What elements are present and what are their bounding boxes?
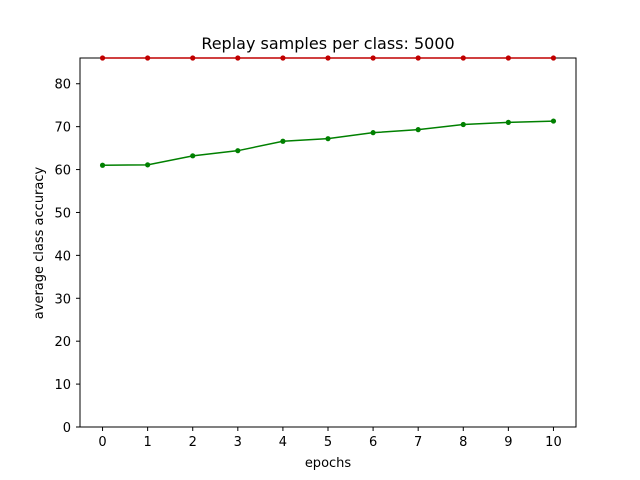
y-tick-label: 20 xyxy=(54,335,71,350)
series-point-1 xyxy=(370,130,376,136)
x-tick-label: 6 xyxy=(369,435,377,450)
series-point-2 xyxy=(145,55,151,61)
x-tick-label: 8 xyxy=(459,435,467,450)
series-point-2 xyxy=(99,55,106,61)
series-point-2 xyxy=(190,55,196,61)
series-point-2 xyxy=(505,55,511,61)
series-point-1 xyxy=(550,118,557,124)
x-tick-label: 4 xyxy=(279,435,287,450)
series-point-2 xyxy=(280,55,286,61)
x-tick-label: 9 xyxy=(504,435,512,450)
y-tick-label: 40 xyxy=(54,249,71,264)
y-tick-label: 50 xyxy=(54,206,71,221)
y-axis-label: average class accuracy xyxy=(32,166,47,319)
series-point-1 xyxy=(145,162,151,168)
y-tick-label: 70 xyxy=(54,121,71,136)
series-point-1 xyxy=(235,148,241,154)
series-point-1 xyxy=(280,138,286,144)
x-tick-label: 1 xyxy=(143,435,151,450)
series-point-2 xyxy=(460,55,466,61)
series-point-1 xyxy=(325,136,331,142)
y-tick-label: 0 xyxy=(63,421,71,436)
series-point-2 xyxy=(325,55,331,61)
y-tick-label: 80 xyxy=(54,78,71,93)
x-axis-label: epochs xyxy=(305,456,352,471)
x-tick-label: 10 xyxy=(545,435,562,450)
series-point-2 xyxy=(370,55,376,61)
series-point-1 xyxy=(190,153,196,159)
x-tick-label: 0 xyxy=(98,435,106,450)
y-tick-label: 30 xyxy=(54,292,71,307)
x-axis: 0 1 2 3 4 5 6 7 8 9 10 xyxy=(98,427,562,450)
series-point-1 xyxy=(505,119,511,125)
series-point-1 xyxy=(415,127,421,133)
series-point-2 xyxy=(235,55,241,61)
series-point-1 xyxy=(460,121,466,128)
y-tick-label: 60 xyxy=(54,164,71,179)
series-point-2 xyxy=(550,55,557,61)
x-tick-label: 5 xyxy=(324,435,332,450)
y-tick-label: 10 xyxy=(54,378,71,393)
x-tick-label: 2 xyxy=(189,435,197,450)
series-point-2 xyxy=(415,55,421,61)
x-tick-label: 7 xyxy=(414,435,422,450)
chart-title: Replay samples per class: 5000 xyxy=(201,34,454,53)
series-group xyxy=(99,55,557,168)
x-tick-label: 3 xyxy=(234,435,242,450)
series-point-1 xyxy=(99,162,106,168)
y-axis: 0 10 20 30 40 50 60 70 80 xyxy=(54,78,80,436)
